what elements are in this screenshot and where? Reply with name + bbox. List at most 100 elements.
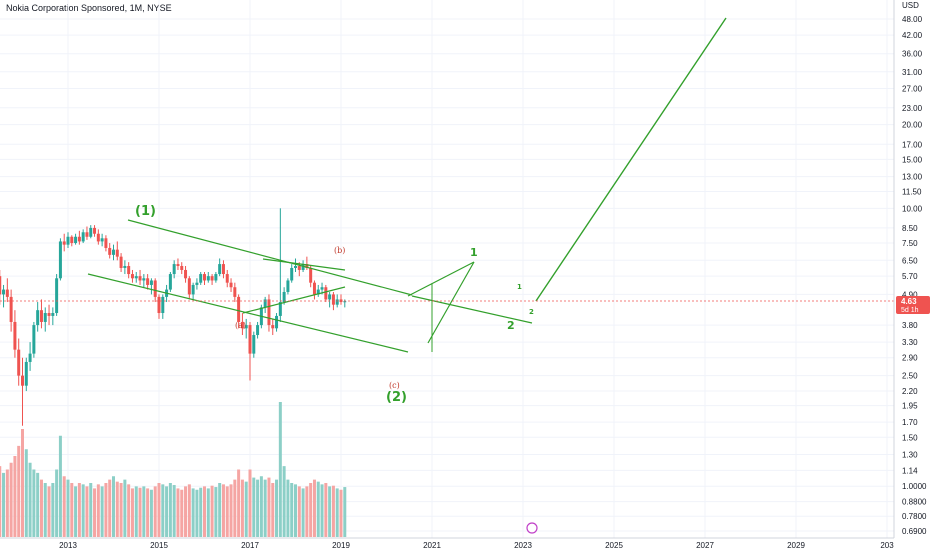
- volume-bar: [119, 483, 123, 537]
- volume-bar: [47, 486, 51, 537]
- volume-bar: [85, 486, 89, 537]
- candle-body: [13, 321, 17, 350]
- candle-body: [180, 266, 184, 270]
- candle-body: [309, 267, 313, 283]
- volume-bar: [36, 472, 40, 537]
- time-tick-label: 203: [880, 541, 894, 550]
- candle-body: [32, 325, 36, 354]
- price-tick-label: 3.80: [902, 321, 918, 330]
- volume-bars: [0, 402, 347, 537]
- price-tick-label: 17.00: [902, 140, 923, 149]
- price-tick-label: 11.50: [902, 187, 922, 196]
- candle-body: [127, 266, 131, 275]
- wave1-lower-line: [427, 261, 475, 344]
- volume-bar: [267, 477, 271, 537]
- subwave-a-label: (a): [235, 321, 246, 330]
- volume-bar: [74, 486, 78, 537]
- countdown-value: 5d 1h: [901, 307, 919, 314]
- price-axis[interactable]: USD 48.00 42.00 36.00 31.00 27.00 23.00 20.00 1…: [893, 0, 927, 538]
- price-tick-label: 1.70: [902, 418, 918, 427]
- candle-body: [263, 299, 267, 308]
- currency-label: USD: [902, 1, 919, 10]
- candle-body: [256, 325, 260, 336]
- volume-bar: [259, 476, 263, 537]
- candle-body: [244, 325, 248, 329]
- candle-body: [138, 276, 142, 281]
- candle-body: [335, 299, 339, 305]
- volume-bar: [233, 479, 237, 537]
- price-tick-label: 1.30: [902, 451, 918, 460]
- price-tick-label: 13.00: [902, 173, 923, 182]
- candle-body: [168, 274, 172, 290]
- volume-bar: [290, 483, 294, 537]
- volume-bar: [282, 466, 286, 537]
- volume-bar: [275, 479, 279, 537]
- volume-bar: [0, 466, 2, 537]
- triangle-upper-line: [262, 258, 346, 271]
- candle-body: [282, 291, 286, 303]
- candle-body: [62, 241, 66, 245]
- candle-body: [294, 266, 297, 268]
- event-marker[interactable]: [526, 522, 538, 534]
- volume-bar: [221, 484, 225, 537]
- price-tick-label: 2.50: [902, 372, 918, 381]
- candle-body: [191, 284, 195, 295]
- time-tick-label: 2027: [696, 541, 714, 550]
- candle-body: [2, 289, 6, 295]
- volume-bar: [70, 483, 74, 537]
- volume-bar: [89, 483, 93, 537]
- candle-body: [104, 238, 108, 248]
- candle-body: [324, 287, 328, 300]
- elliott-wave-drawings: [0, 17, 894, 353]
- grid-lines: [0, 0, 894, 538]
- current-price-value: 4.63: [901, 297, 917, 306]
- candle-body: [290, 267, 294, 281]
- wave3-projection-line: [535, 17, 727, 302]
- volume-bar: [176, 488, 180, 537]
- volume-bar: [229, 484, 233, 537]
- candle-body: [134, 276, 138, 279]
- candle-body: [5, 289, 9, 297]
- volume-bar: [55, 469, 59, 537]
- volume-bar: [309, 483, 313, 537]
- chart-title: Nokia Corporation Sponsored, 1M, NYSE: [6, 3, 172, 13]
- volume-bar: [328, 486, 332, 537]
- volume-bar: [153, 486, 157, 537]
- volume-bar: [161, 484, 165, 537]
- volume-bar: [66, 479, 70, 537]
- candle-body: [225, 274, 229, 283]
- candle-body: [248, 325, 252, 354]
- candle-body: [81, 232, 85, 242]
- volume-bar: [28, 462, 32, 537]
- candle-body: [58, 241, 62, 279]
- time-axis[interactable]: 2013 2015 2017 2019 2021 2023 2025 2027 2029 203: [0, 537, 894, 550]
- candle-body: [176, 264, 180, 267]
- price-tick-label: 20.00: [902, 121, 923, 130]
- price-tick-label: 31.00: [902, 68, 923, 77]
- price-tick-label: 3.30: [902, 338, 918, 347]
- candle-body: [218, 264, 222, 275]
- time-tick-label: 2023: [514, 541, 532, 550]
- volume-bar: [17, 445, 21, 537]
- volume-bar: [343, 487, 347, 537]
- price-tick-label: 5.70: [902, 272, 918, 281]
- volume-bar: [324, 483, 328, 537]
- volume-bar: [339, 489, 343, 537]
- channel-upper-line: [127, 219, 413, 296]
- volume-bar: [256, 479, 260, 537]
- candle-body: [233, 287, 237, 297]
- price-tick-label: 0.7800: [902, 512, 927, 521]
- price-tick-label: 6.50: [902, 256, 918, 265]
- volume-bar: [312, 479, 316, 537]
- volume-bar: [149, 489, 153, 537]
- candle-body: [96, 233, 100, 242]
- candle-body: [229, 282, 233, 288]
- volume-bar: [39, 479, 43, 537]
- candle-body: [316, 289, 320, 295]
- event-marker-circle[interactable]: [526, 522, 538, 534]
- volume-bar: [96, 484, 100, 537]
- volume-bar: [77, 483, 81, 537]
- volume-bar: [43, 483, 47, 537]
- candle-body: [9, 296, 13, 322]
